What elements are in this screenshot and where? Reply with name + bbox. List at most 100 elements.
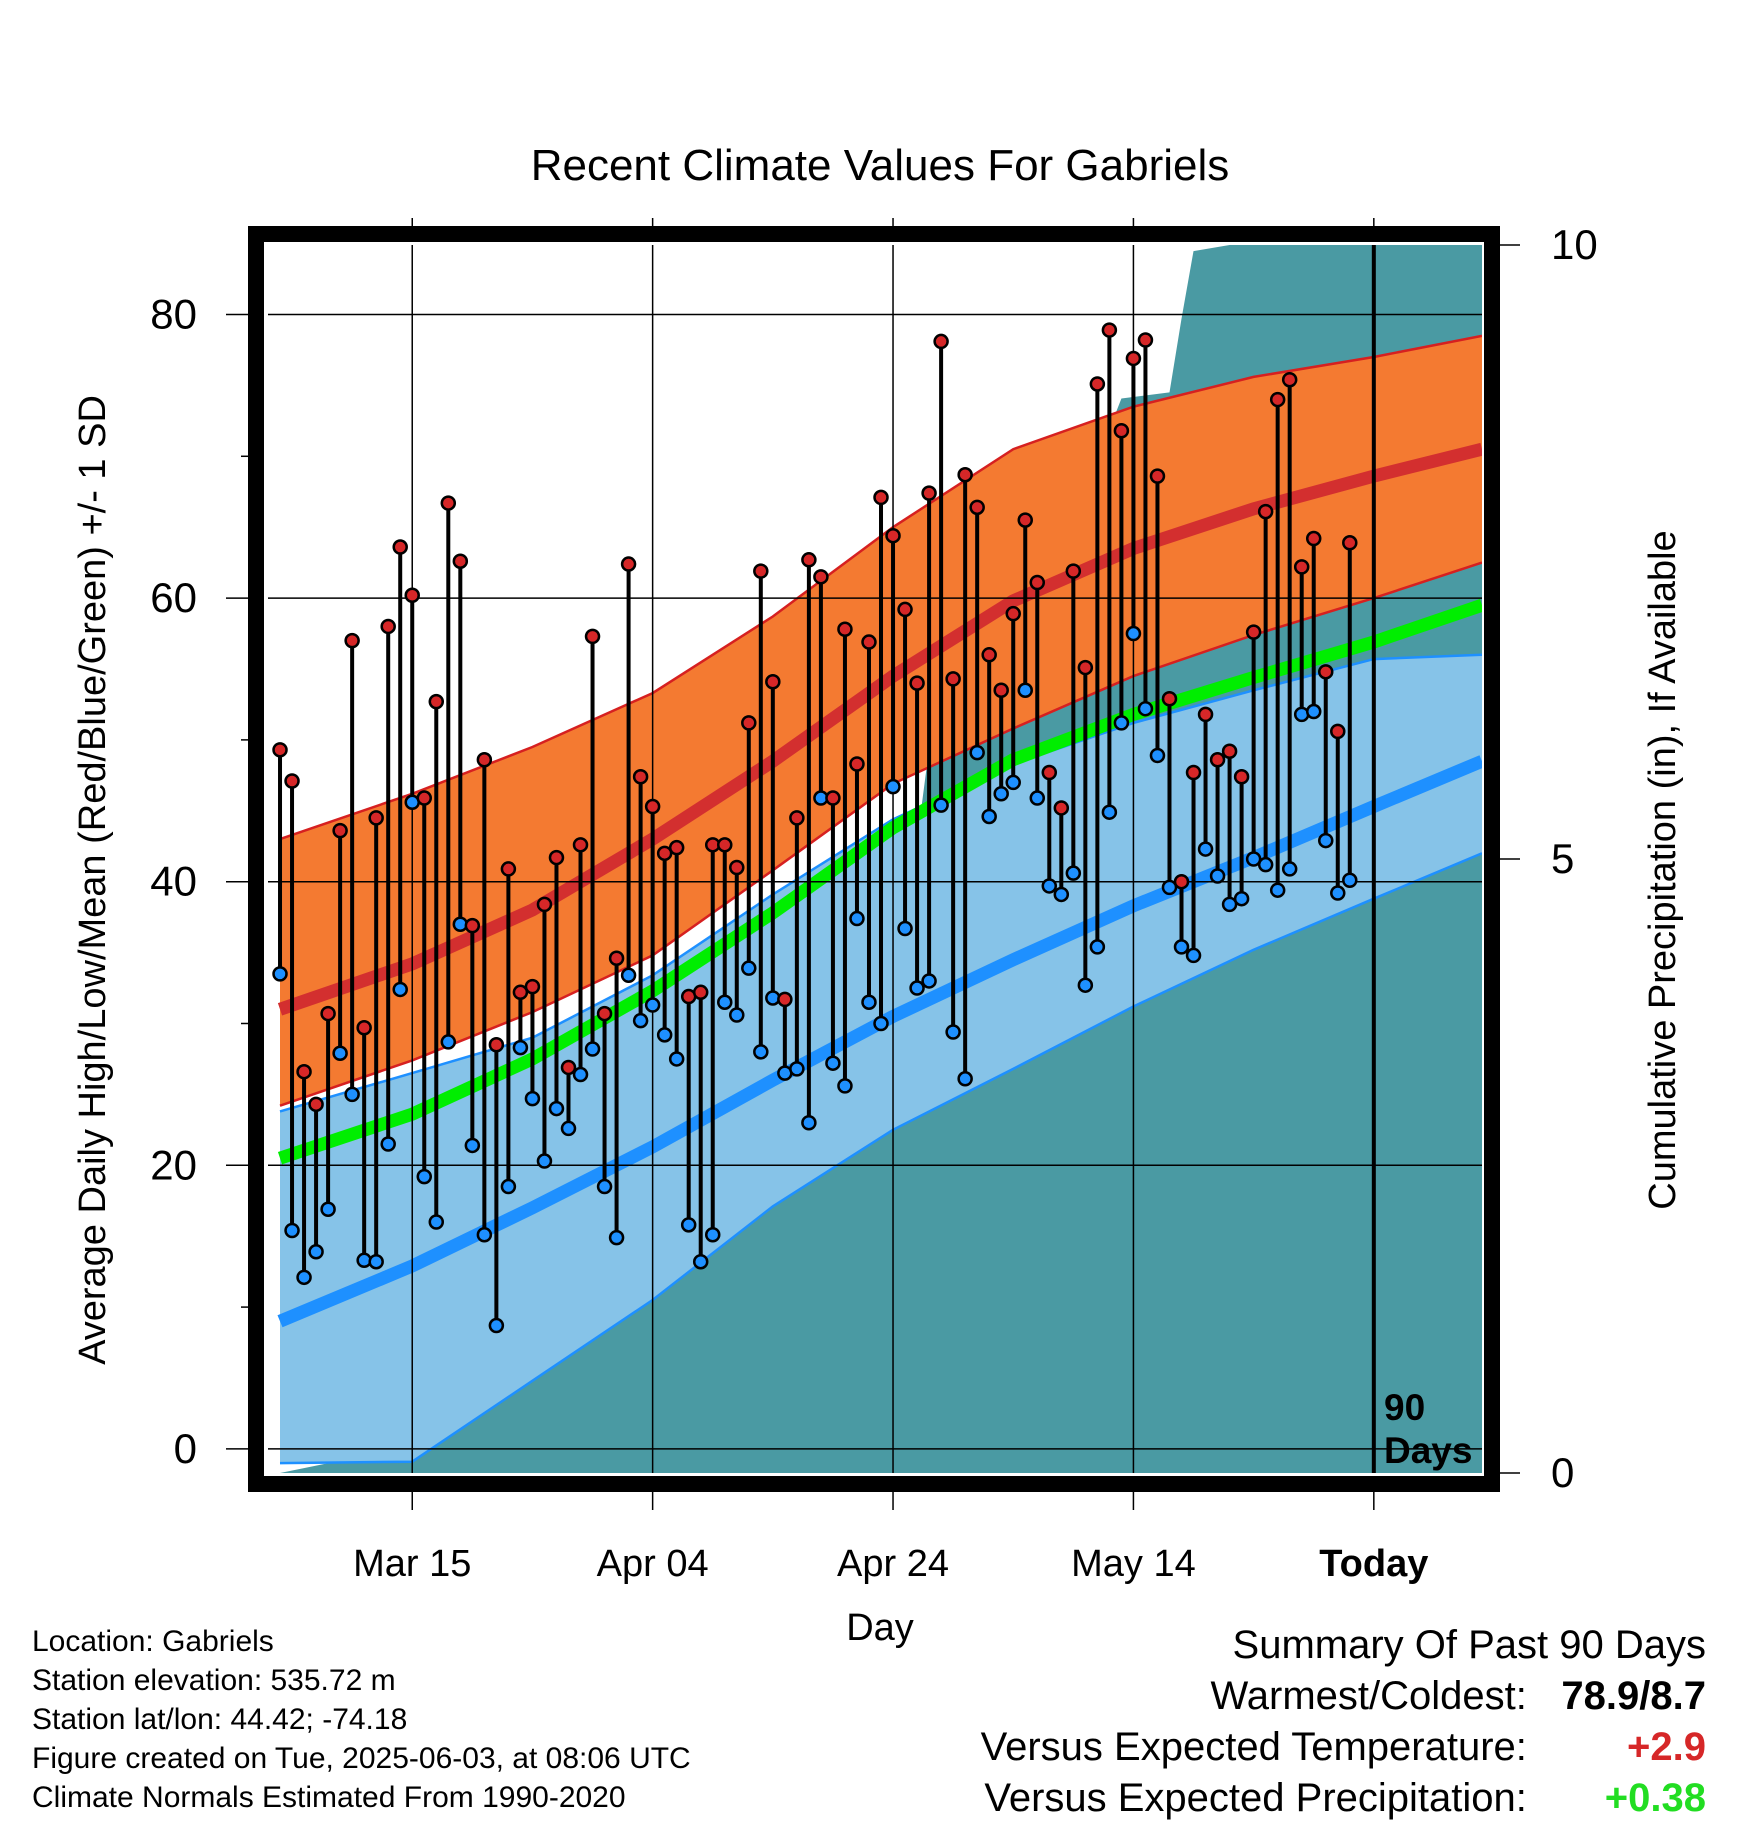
temp-label: Versus Expected Temperature: <box>980 1725 1527 1769</box>
daily-low-point <box>1245 851 1262 867</box>
daily-high-point <box>945 671 961 687</box>
precip-label: Versus Expected Precipitation: <box>984 1776 1527 1820</box>
daily-low-point <box>981 808 997 825</box>
daily-low-point <box>1137 700 1154 717</box>
daily-low-point <box>1017 682 1033 699</box>
daily-low-point <box>500 1178 517 1195</box>
y-tick-label-right: 10 <box>1551 221 1598 268</box>
daily-high-point <box>729 859 745 876</box>
daily-high-point <box>416 790 433 806</box>
daily-high-point <box>1149 468 1166 484</box>
daily-low-point <box>488 1317 505 1334</box>
daily-high-point <box>404 587 420 603</box>
daily-low-point <box>1089 939 1106 955</box>
daily-low-point <box>945 1024 961 1040</box>
daily-low-point <box>332 1045 348 1062</box>
daily-high-point <box>596 1005 613 1022</box>
x-tick-label: Today <box>1319 1543 1428 1585</box>
daily-high-point <box>608 950 625 967</box>
daily-high-point <box>1245 624 1262 640</box>
daily-high-point <box>849 756 865 772</box>
summary-title: Summary Of Past 90 Days <box>1232 1623 1706 1667</box>
daily-high-point <box>861 634 877 650</box>
elevation-text: Station elevation: 535.72 m <box>32 1664 396 1697</box>
daily-high-point <box>1041 764 1058 781</box>
daily-high-point <box>452 553 469 569</box>
daily-low-point <box>1185 947 1202 964</box>
daily-low-point <box>921 973 937 989</box>
daily-low-point <box>741 960 757 976</box>
daily-high-point <box>837 621 853 638</box>
daily-high-point <box>813 569 829 585</box>
y-tick-label-left: 20 <box>150 1141 197 1188</box>
daily-high-point <box>1330 723 1346 740</box>
daily-low-point <box>1041 878 1058 894</box>
today-marker-line1: 90 <box>1384 1387 1425 1428</box>
daily-low-point <box>1005 774 1021 791</box>
summary-precip: Versus Expected Precipitation: +0.38 <box>981 1773 1706 1824</box>
daily-low-point <box>717 994 733 1010</box>
y-tick-label-left: 80 <box>150 290 197 337</box>
daily-high-point <box>993 682 1009 699</box>
daily-low-point <box>753 1044 769 1060</box>
daily-high-point <box>1269 391 1286 408</box>
daily-low-point <box>957 1071 973 1087</box>
summary-warm-cold: Warmest/Coldest: 78.9/8.7 <box>981 1671 1707 1722</box>
low-sd-band <box>280 654 1482 1464</box>
daily-low-point <box>1125 625 1142 642</box>
daily-high-point <box>957 466 973 483</box>
daily-low-point <box>308 1244 324 1260</box>
daily-low-point <box>392 981 408 998</box>
daily-high-point <box>428 693 445 710</box>
daily-low-point <box>1209 868 1226 884</box>
plot-area <box>268 245 1482 1473</box>
axes: Mar 15 Apr 04 Apr 24 May 14 Today 0 20 40 60 80 0 5… <box>150 218 1598 1585</box>
daily-high-point <box>1101 322 1118 338</box>
daily-high-point <box>1089 376 1106 392</box>
daily-high-point <box>885 527 901 544</box>
daily-low-point <box>680 1217 697 1233</box>
daily-high-point <box>789 810 805 826</box>
y-axis-label-left: Average Daily High/Low/Mean (Red/Blue/Gr… <box>72 395 114 1365</box>
daily-low-point <box>320 1201 336 1217</box>
daily-high-point <box>296 1063 312 1080</box>
daily-high-point <box>909 675 925 691</box>
daily-low-point <box>368 1253 384 1270</box>
daily-high-point <box>1293 559 1310 575</box>
daily-high-point <box>476 751 493 768</box>
x-tick-label: Mar 15 <box>353 1543 471 1585</box>
daily-high-point <box>692 984 709 1001</box>
daily-low-point <box>1161 879 1178 896</box>
daily-high-point <box>284 773 300 789</box>
daily-low-point <box>801 1115 817 1131</box>
warm-cold-value: 78.9/8.7 <box>1561 1674 1706 1718</box>
daily-low-point <box>548 1100 565 1117</box>
precip-value: +0.38 <box>1604 1776 1706 1820</box>
daily-low-point <box>464 1137 481 1154</box>
daily-low-point <box>644 997 661 1013</box>
daily-high-point <box>1161 691 1178 707</box>
daily-low-point <box>1101 804 1118 820</box>
daily-low-point <box>1077 977 1094 993</box>
daily-high-point <box>1257 503 1274 520</box>
station-info: Location: Gabriels Station elevation: 53… <box>32 1622 691 1817</box>
daily-high-point <box>825 790 841 806</box>
daily-low-point <box>344 1086 360 1103</box>
daily-high-point <box>1342 535 1358 551</box>
y-tick-label-left: 60 <box>150 574 197 621</box>
daily-low-point <box>729 1007 745 1023</box>
daily-low-point <box>272 966 288 982</box>
daily-high-point <box>572 837 589 853</box>
daily-high-point <box>488 1037 505 1053</box>
daily-low-point <box>993 786 1009 802</box>
daily-high-point <box>921 485 937 501</box>
daily-high-point <box>500 861 517 877</box>
daily-low-point <box>861 994 877 1010</box>
daily-low-point <box>897 920 913 937</box>
x-tick-label: May 14 <box>1071 1543 1196 1585</box>
warm-cold-label: Warmest/Coldest: <box>1210 1674 1527 1718</box>
daily-high-point <box>1077 659 1094 676</box>
y-axis-label-right: Cumulative Precipitation (in), If Availa… <box>1642 530 1684 1209</box>
daily-low-point <box>524 1090 541 1107</box>
daily-low-point <box>1113 715 1130 731</box>
